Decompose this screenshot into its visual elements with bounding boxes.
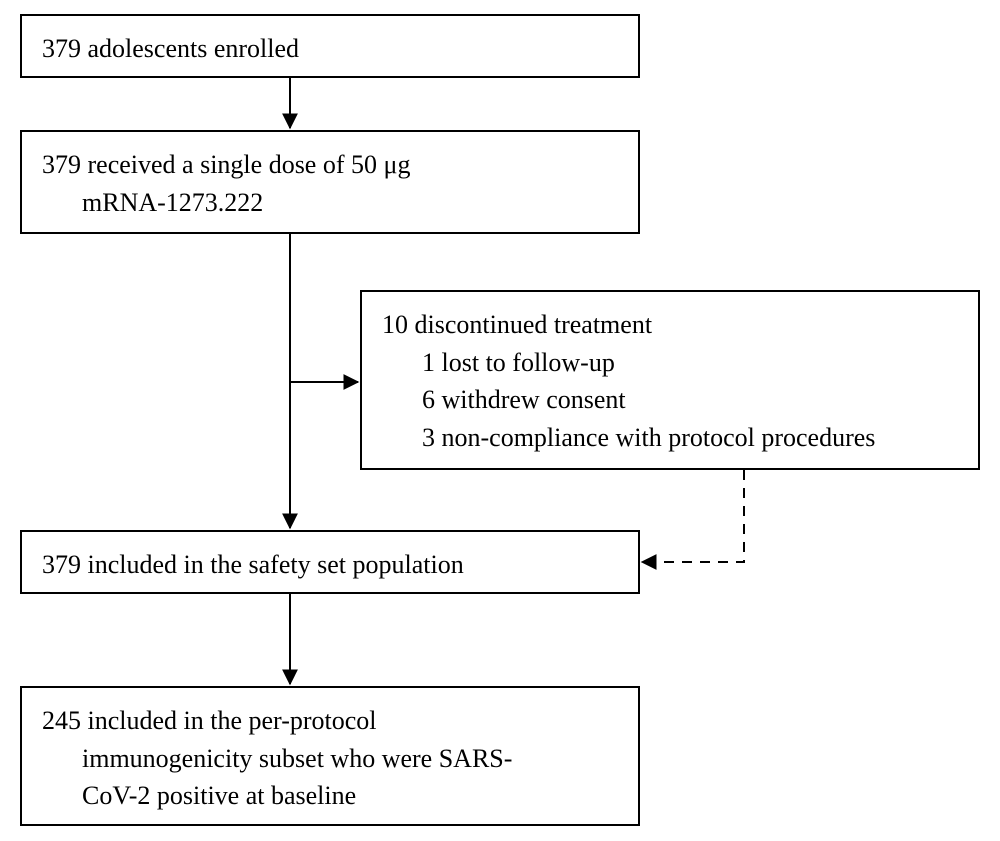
node-enrolled: 379 adolescents enrolled [20,14,640,78]
node-perprotocol-line2: immunogenicity subset who were SARS- [42,740,618,778]
node-perprotocol-line3: CoV-2 positive at baseline [42,777,618,815]
node-received-line2: mRNA-1273.222 [42,184,618,222]
node-discontinued: 10 discontinued treatment 1 lost to foll… [360,290,980,470]
node-discontinued-line2: 1 lost to follow-up [382,344,958,382]
node-discontinued-line4: 3 non-compliance with protocol procedure… [382,419,958,457]
node-perprotocol-line1: 245 included in the per-protocol [42,706,377,735]
node-discontinued-line3: 6 withdrew consent [382,381,958,419]
flowchart-canvas: 379 adolescents enrolled 379 received a … [0,0,1000,841]
node-received-line1: 379 received a single dose of 50 μg [42,150,410,179]
node-perprotocol: 245 included in the per-protocol immunog… [20,686,640,826]
node-received: 379 received a single dose of 50 μg mRNA… [20,130,640,234]
node-enrolled-line1: 379 adolescents enrolled [42,34,299,63]
edge-discontinued-safety-dashed [642,470,744,562]
node-safety: 379 included in the safety set populatio… [20,530,640,594]
node-safety-line1: 379 included in the safety set populatio… [42,550,464,579]
node-discontinued-line1: 10 discontinued treatment [382,310,652,339]
